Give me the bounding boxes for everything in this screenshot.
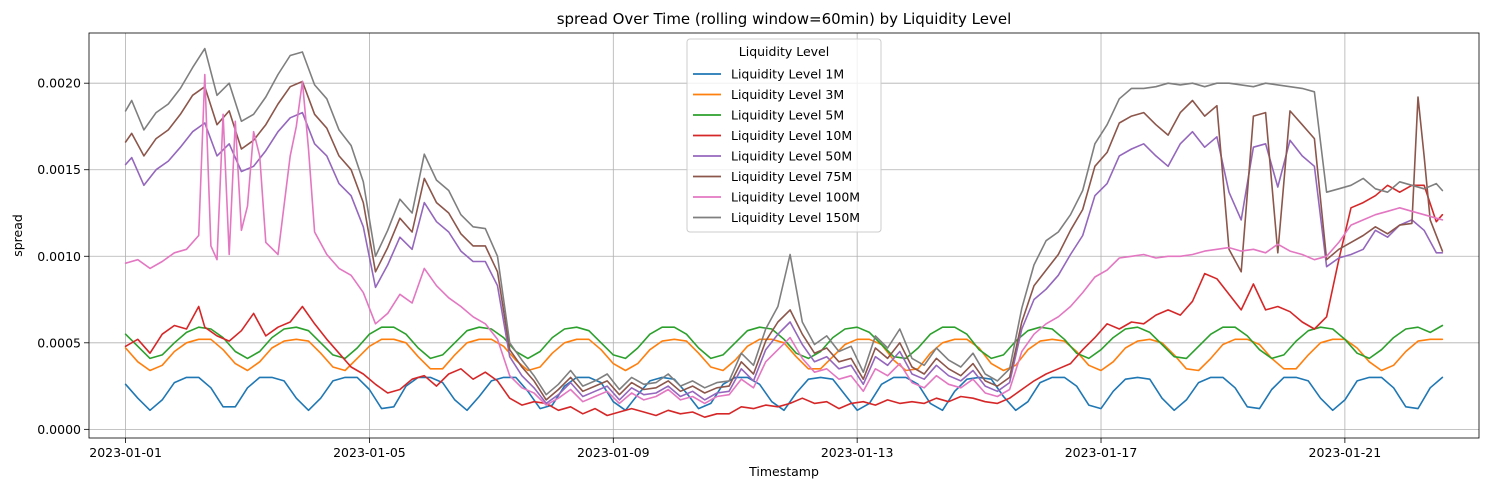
chart-title: spread Over Time (rolling window=60min) … <box>557 10 1012 28</box>
y-axis-label: spread <box>10 214 25 257</box>
legend-box <box>686 38 882 233</box>
legend-label: Liquidity Level 10M <box>731 128 852 143</box>
series-line-6 <box>124 80 1444 401</box>
y-tick-label: 0.0005 <box>37 335 81 350</box>
x-tick-label: 2023-01-01 <box>89 445 162 460</box>
series-line-1 <box>124 376 1444 412</box>
legend-label: Liquidity Level 5M <box>731 108 844 123</box>
y-tick-label: 0.0015 <box>37 162 81 177</box>
legend-label: Liquidity Level 50M <box>731 149 852 164</box>
legend: Liquidity Level Liquidity Level 1MLiquid… <box>686 38 882 233</box>
x-axis-label: Timestamp <box>748 464 819 479</box>
legend-label: Liquidity Level 100M <box>731 190 860 205</box>
legend-label: Liquidity Level 1M <box>731 67 844 82</box>
y-tick-label: 0.0020 <box>37 76 81 91</box>
axis-ticks: 2023-01-01 2023-01-05 2023-01-09 2023-01-13… <box>37 76 1381 460</box>
x-tick-label: 2023-01-05 <box>333 445 406 460</box>
series-line-7 <box>124 73 1444 406</box>
x-tick-label: 2023-01-17 <box>1065 445 1138 460</box>
series-line-3 <box>124 324 1444 360</box>
y-tick-label: 0.0000 <box>37 422 81 437</box>
x-tick-label: 2023-01-21 <box>1309 445 1382 460</box>
series-lines <box>124 47 1444 419</box>
x-tick-label: 2023-01-13 <box>821 445 894 460</box>
legend-title: Liquidity Level <box>739 44 829 59</box>
legend-items: Liquidity Level 1M Liquidity Level 3M Liqu… <box>693 67 860 225</box>
series-line-5 <box>124 111 1444 405</box>
legend-label: Liquidity Level 3M <box>731 87 844 102</box>
plot-frame <box>88 32 1480 439</box>
y-tick-label: 0.0010 <box>37 249 81 264</box>
series-line-8 <box>124 47 1444 396</box>
legend-label: Liquidity Level 75M <box>731 169 852 184</box>
series-line-4 <box>124 184 1444 419</box>
x-tick-label: 2023-01-09 <box>577 445 650 460</box>
legend-label: Liquidity Level 150M <box>731 210 860 225</box>
